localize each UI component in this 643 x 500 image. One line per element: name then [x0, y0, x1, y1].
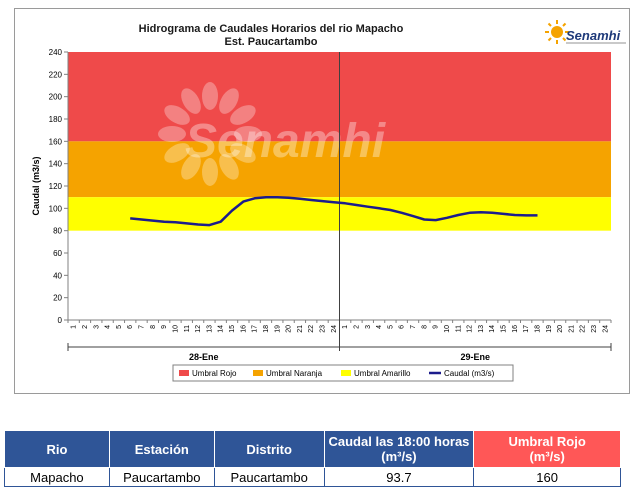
- y-axis-label: Caudal (m3/s): [31, 156, 41, 215]
- logo-underline: [566, 42, 626, 44]
- x-tick-label: 6: [399, 325, 406, 329]
- x-tick-label: 8: [421, 325, 428, 329]
- y-tick-label: 20: [53, 294, 62, 303]
- y-tick-label: 100: [49, 204, 63, 213]
- x-tick-label: 21: [568, 325, 575, 333]
- legend-swatch-0: [179, 370, 189, 376]
- y-tick-label: 160: [49, 137, 63, 146]
- x-tick-label: 11: [455, 325, 462, 332]
- x-tick-label: 17: [252, 325, 259, 333]
- senamhi-logo-icon: [545, 20, 569, 44]
- day-label: 29-Ene: [460, 352, 490, 362]
- x-tick-label: 18: [534, 325, 541, 333]
- legend-swatch-1: [253, 370, 263, 376]
- x-tick-label: 12: [195, 325, 202, 333]
- legend-label-1: Umbral Naranja: [266, 369, 323, 378]
- x-tick-label: 3: [93, 325, 100, 329]
- x-tick-label: 15: [229, 325, 236, 333]
- x-tick-label: 8: [150, 325, 157, 329]
- cell-rio: Mapacho: [4, 467, 110, 487]
- x-tick-label: 22: [308, 325, 315, 333]
- x-tick-label: 24: [331, 325, 338, 333]
- watermark-sun-icon: [158, 82, 262, 186]
- legend-label-0: Umbral Rojo: [192, 369, 237, 378]
- watermark-text: Senamhi: [185, 115, 387, 168]
- y-tick-label: 80: [53, 227, 62, 236]
- x-tick-label: 20: [286, 325, 293, 333]
- y-tick-label: 140: [49, 160, 63, 169]
- x-tick-label: 9: [433, 325, 440, 329]
- header-estacion: Estación: [108, 430, 215, 468]
- x-tick-label: 10: [172, 325, 179, 333]
- x-tick-label: 4: [105, 325, 112, 329]
- y-tick-label: 200: [49, 93, 63, 102]
- x-tick-label: 24: [602, 325, 609, 333]
- x-tick-label: 16: [240, 325, 247, 333]
- x-tick-label: 20: [557, 325, 564, 333]
- x-tick-label: 10: [444, 325, 451, 333]
- header-umbral-rojo: Umbral Rojo (m³/s): [473, 430, 621, 468]
- y-tick-label: 180: [49, 115, 63, 124]
- x-tick-label: 4: [376, 325, 383, 329]
- x-tick-label: 13: [478, 325, 485, 333]
- x-tick-label: 5: [116, 325, 123, 329]
- table-header-row: Rio Estación Distrito Caudal las 18:00 h…: [4, 430, 621, 468]
- cell-caudal: 93.7: [323, 467, 475, 487]
- y-tick-label: 220: [49, 70, 63, 79]
- series-line-caudal: [130, 195, 538, 227]
- x-tick-label: 16: [512, 325, 519, 333]
- chart-subtitle: Est. Paucartambo: [225, 36, 318, 48]
- logo-text: Senamhi: [566, 28, 621, 43]
- data-table: Rio Estación Distrito Caudal las 18:00 h…: [4, 430, 621, 487]
- legend-swatch-2: [341, 370, 351, 376]
- table-row: Mapacho Paucartambo Paucartambo 93.7 160: [4, 467, 621, 487]
- x-tick-label: 14: [218, 325, 225, 333]
- hydrograph-chart: Hidrograma de Caudales Horarios del rio …: [31, 23, 612, 382]
- x-tick-label: 18: [263, 325, 270, 333]
- chart-title: Hidrograma de Caudales Horarios del rio …: [139, 23, 404, 35]
- legend-label-3: Caudal (m3/s): [444, 369, 495, 378]
- y-tick-label: 120: [49, 182, 63, 191]
- chart-frame: Hidrograma de Caudales Horarios del rio …: [14, 8, 630, 394]
- header-rio: Rio: [4, 430, 110, 468]
- x-tick-label: 6: [127, 325, 134, 329]
- x-tick-label: 19: [274, 325, 281, 333]
- x-tick-label: 2: [353, 325, 360, 329]
- x-tick-label: 14: [489, 325, 496, 333]
- header-distrito: Distrito: [213, 430, 325, 468]
- x-tick-label: 21: [297, 325, 304, 333]
- x-tick-label: 7: [410, 325, 417, 329]
- header-caudal: Caudal las 18:00 horas (m³/s): [323, 430, 475, 468]
- y-tick-label: 0: [58, 316, 63, 325]
- y-tick-label: 240: [49, 48, 63, 57]
- cell-umbral-rojo: 160: [473, 467, 621, 487]
- x-tick-label: 22: [580, 325, 587, 333]
- x-tick-label: 1: [71, 325, 78, 329]
- cell-distrito: Paucartambo: [213, 467, 325, 487]
- legend-label-2: Umbral Amarillo: [354, 369, 411, 378]
- x-tick-label: 19: [546, 325, 553, 333]
- x-tick-label: 23: [591, 325, 598, 333]
- x-tick-label: 11: [184, 325, 191, 332]
- x-tick-label: 15: [501, 325, 508, 333]
- y-tick-label: 60: [53, 249, 62, 258]
- x-tick-label: 7: [139, 325, 146, 329]
- x-tick-label: 23: [320, 325, 327, 333]
- y-tick-label: 40: [53, 271, 62, 280]
- cell-estacion: Paucartambo: [108, 467, 215, 487]
- x-tick-label: 17: [523, 325, 530, 333]
- x-tick-label: 3: [365, 325, 372, 329]
- x-tick-label: 2: [82, 325, 89, 329]
- x-tick-label: 9: [161, 325, 168, 329]
- x-tick-label: 13: [206, 325, 213, 333]
- x-tick-label: 12: [467, 325, 474, 333]
- x-tick-label: 1: [342, 325, 349, 329]
- day-label: 28-Ene: [189, 352, 219, 362]
- x-tick-label: 5: [387, 325, 394, 329]
